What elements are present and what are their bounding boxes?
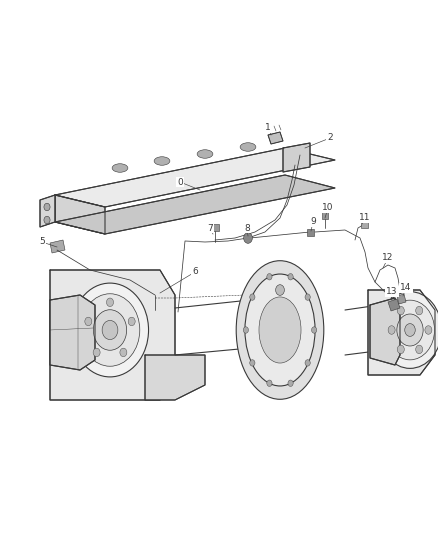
Polygon shape bbox=[50, 240, 65, 253]
Text: 7: 7 bbox=[207, 223, 213, 232]
Polygon shape bbox=[322, 212, 328, 219]
Polygon shape bbox=[40, 195, 55, 227]
Polygon shape bbox=[55, 175, 335, 234]
Polygon shape bbox=[50, 295, 95, 370]
Ellipse shape bbox=[236, 261, 324, 399]
Ellipse shape bbox=[240, 143, 256, 151]
Circle shape bbox=[416, 345, 423, 354]
Polygon shape bbox=[268, 132, 283, 144]
Ellipse shape bbox=[154, 157, 170, 165]
Circle shape bbox=[93, 348, 100, 357]
Polygon shape bbox=[397, 294, 406, 304]
Text: 8: 8 bbox=[244, 223, 250, 232]
Polygon shape bbox=[370, 298, 400, 365]
Polygon shape bbox=[50, 270, 175, 400]
Circle shape bbox=[311, 327, 317, 333]
Circle shape bbox=[288, 380, 293, 386]
Circle shape bbox=[44, 203, 50, 211]
Circle shape bbox=[405, 324, 415, 336]
Circle shape bbox=[425, 326, 432, 334]
Polygon shape bbox=[55, 195, 105, 234]
Circle shape bbox=[378, 292, 438, 368]
Circle shape bbox=[388, 326, 395, 334]
Circle shape bbox=[250, 360, 255, 366]
Circle shape bbox=[250, 294, 255, 300]
Circle shape bbox=[267, 380, 272, 386]
Circle shape bbox=[120, 348, 127, 357]
Text: 9: 9 bbox=[310, 217, 316, 227]
Circle shape bbox=[44, 216, 50, 224]
Circle shape bbox=[243, 327, 248, 333]
Circle shape bbox=[397, 306, 404, 315]
Circle shape bbox=[305, 294, 310, 300]
Circle shape bbox=[71, 283, 148, 377]
Text: 6: 6 bbox=[192, 268, 198, 277]
Circle shape bbox=[106, 298, 113, 306]
Circle shape bbox=[416, 306, 423, 315]
Polygon shape bbox=[368, 290, 435, 375]
Text: 13: 13 bbox=[386, 287, 398, 296]
Circle shape bbox=[276, 285, 284, 295]
Circle shape bbox=[244, 233, 252, 244]
Circle shape bbox=[305, 360, 310, 366]
Polygon shape bbox=[145, 355, 205, 400]
Circle shape bbox=[128, 317, 135, 326]
Circle shape bbox=[397, 345, 404, 354]
Circle shape bbox=[102, 320, 118, 340]
Circle shape bbox=[267, 273, 272, 280]
Ellipse shape bbox=[197, 150, 213, 158]
Text: 12: 12 bbox=[382, 254, 394, 262]
Ellipse shape bbox=[259, 297, 301, 363]
Circle shape bbox=[397, 314, 423, 346]
Polygon shape bbox=[388, 299, 400, 311]
Ellipse shape bbox=[245, 274, 315, 386]
Text: 14: 14 bbox=[400, 284, 412, 293]
Circle shape bbox=[80, 294, 140, 366]
Circle shape bbox=[288, 273, 293, 280]
Text: 5: 5 bbox=[39, 238, 45, 246]
Ellipse shape bbox=[112, 164, 128, 172]
Text: 0: 0 bbox=[177, 177, 183, 187]
Circle shape bbox=[85, 317, 92, 326]
Polygon shape bbox=[211, 224, 219, 231]
Polygon shape bbox=[361, 222, 368, 228]
Circle shape bbox=[385, 300, 434, 360]
Text: 11: 11 bbox=[359, 214, 371, 222]
Polygon shape bbox=[55, 148, 335, 207]
Circle shape bbox=[93, 310, 127, 350]
Text: 1: 1 bbox=[265, 124, 271, 133]
Polygon shape bbox=[283, 143, 310, 172]
Text: 2: 2 bbox=[327, 133, 333, 142]
Polygon shape bbox=[307, 229, 314, 236]
Text: 10: 10 bbox=[322, 204, 334, 213]
